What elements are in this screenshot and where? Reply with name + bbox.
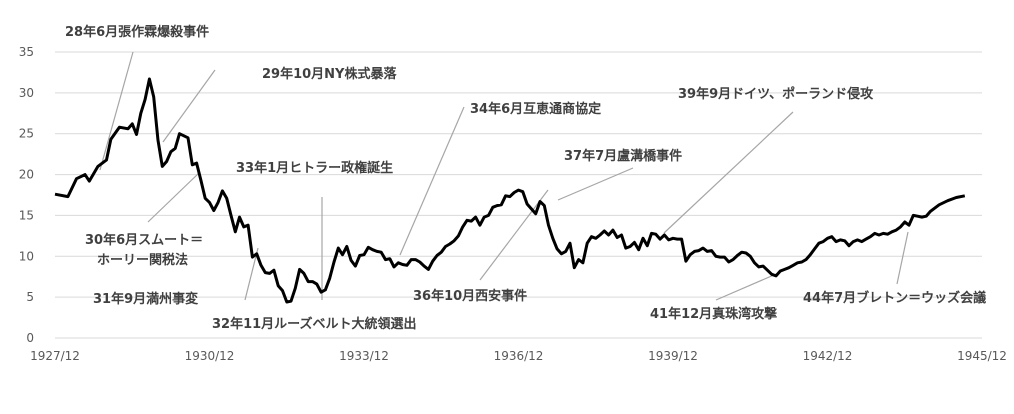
- y-tick-label: 15: [19, 208, 34, 222]
- series-line: [54, 77, 966, 304]
- x-tick-label: 1936/12: [494, 349, 544, 363]
- annotation-label: 34年6月互恵通商協定: [470, 101, 601, 117]
- annotation-leader-lines: [99, 51, 909, 301]
- x-tick-label: 1942/12: [803, 349, 853, 363]
- y-tick-label: 25: [19, 127, 34, 141]
- annotation-label: 30年6月スムート＝: [85, 232, 203, 248]
- annotation-labels: 28年6月張作霖爆殺事件 29年10月NY株式暴落 30年6月スムート＝ ホーリー関税…: [65, 24, 986, 332]
- y-axis-tick-labels: 0 5 10 15 20 25 30 35: [19, 45, 34, 345]
- annotation-leader-line: [99, 51, 134, 171]
- annotation-label: 41年12月真珠湾攻撃: [650, 306, 777, 322]
- annotation-label: 32年11月ルーズベルト大統領選出: [212, 316, 417, 332]
- annotation-leader-line: [162, 69, 216, 143]
- annotation-label: 44年7月ブレトン＝ウッズ会議: [803, 290, 986, 306]
- x-axis-tick-labels: 1927/12 1930/12 1933/12 1936/12 1939/12 1942/…: [30, 349, 1007, 363]
- annotation-leader-line: [663, 111, 794, 234]
- annotation-label: 36年10月西安事件: [413, 288, 527, 304]
- x-tick-label: 1933/12: [339, 349, 389, 363]
- x-tick-label: 1939/12: [648, 349, 698, 363]
- x-tick-label: 1927/12: [30, 349, 80, 363]
- annotation-label: 31年9月満州事変: [93, 291, 198, 307]
- y-tick-label: 30: [19, 86, 34, 100]
- x-tick-label: 1930/12: [185, 349, 235, 363]
- annotation-label: 28年6月張作霖爆殺事件: [65, 24, 209, 40]
- annotation-leader-line: [557, 167, 634, 201]
- annotation-label: 39年9月ドイツ、ポーランド侵攻: [678, 86, 874, 102]
- y-tick-label: 0: [26, 331, 34, 345]
- annotation-leader-line: [479, 189, 549, 281]
- series-layer: [54, 77, 966, 304]
- annotation-leader-line: [147, 171, 201, 223]
- annotation-label: ホーリー関税法: [97, 252, 188, 268]
- annotation-leader-line: [896, 231, 909, 285]
- annotation-label: 37年7月盧溝橋事件: [564, 148, 682, 164]
- annotation-leader-line: [244, 247, 259, 301]
- y-tick-label: 35: [19, 45, 34, 59]
- y-tick-label: 5: [26, 290, 34, 304]
- y-tick-label: 10: [19, 249, 34, 263]
- y-tick-label: 20: [19, 168, 34, 182]
- gridlines: [55, 51, 982, 339]
- annotation-label: 29年10月NY株式暴落: [262, 66, 397, 82]
- annotation-leader-line: [399, 106, 465, 256]
- annotation-label: 33年1月ヒトラー政権誕生: [236, 160, 393, 176]
- x-tick-label: 1945/12: [957, 349, 1007, 363]
